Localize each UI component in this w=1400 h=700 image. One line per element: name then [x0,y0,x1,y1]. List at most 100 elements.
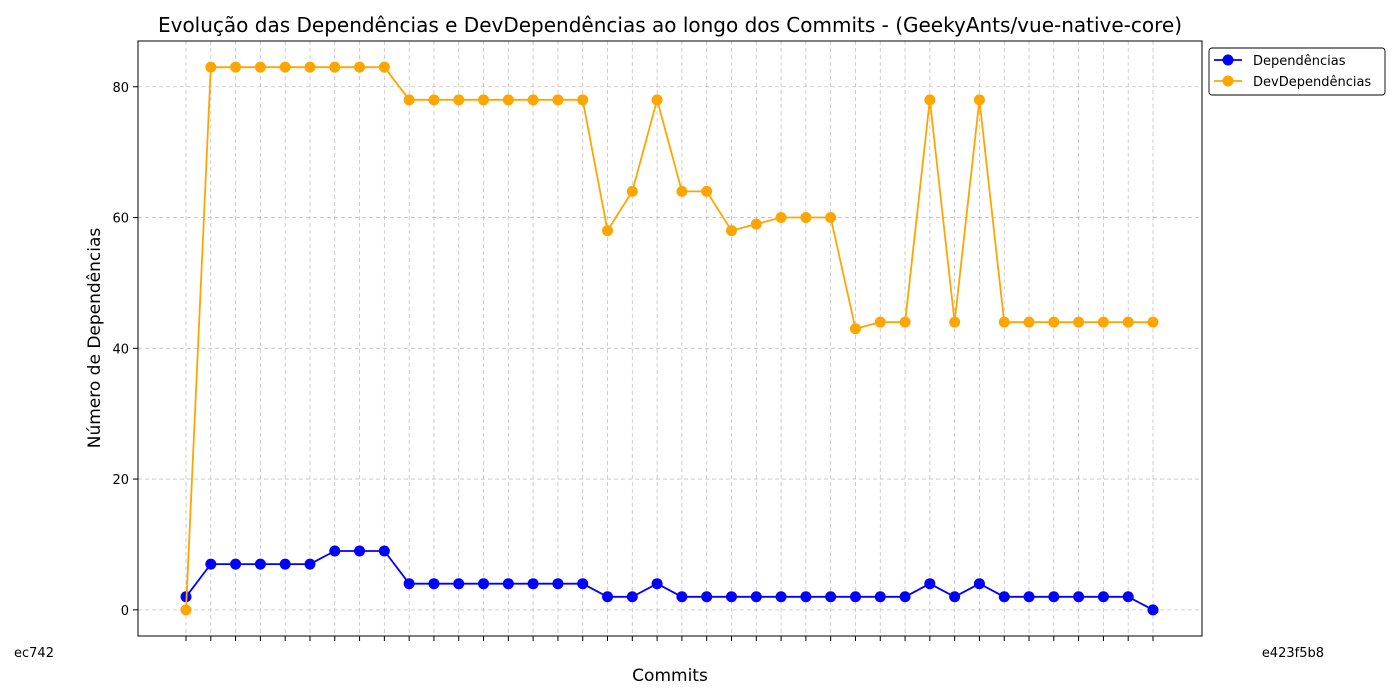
legend-label-devdependencias: DevDependências [1253,75,1371,90]
data-point-dependencias [502,578,514,590]
data-point-devdependencias [279,61,291,73]
data-point-dependencias [725,591,737,603]
data-point-devdependencias [403,94,415,106]
data-point-dependencias [701,591,713,603]
data-point-devdependencias [725,225,737,237]
data-point-devdependencias [1023,316,1035,328]
data-point-dependencias [205,558,217,570]
legend-marker-devdependencias [1222,75,1234,87]
data-point-devdependencias [478,94,490,106]
data-point-dependencias [949,591,961,603]
data-point-devdependencias [849,323,861,335]
data-point-devdependencias [651,94,663,106]
data-point-devdependencias [254,61,266,73]
data-point-devdependencias [701,185,713,197]
y-axis-label: Número de Dependências [85,228,105,449]
data-point-devdependencias [750,218,762,230]
data-point-devdependencias [825,212,837,224]
data-point-devdependencias [1097,316,1109,328]
data-point-dependencias [924,578,936,590]
data-point-dependencias [1097,591,1109,603]
data-point-dependencias [527,578,539,590]
data-point-devdependencias [949,316,961,328]
data-point-dependencias [329,545,341,557]
data-point-dependencias [1122,591,1134,603]
y-tick-label: 80 [112,81,129,96]
data-point-devdependencias [205,61,217,73]
data-point-dependencias [552,578,564,590]
data-point-devdependencias [1147,316,1159,328]
data-point-dependencias [354,545,366,557]
data-point-devdependencias [626,185,638,197]
data-point-dependencias [874,591,886,603]
series-line-devdependencias [185,66,1153,610]
data-point-devdependencias [602,225,614,237]
data-point-dependencias [403,578,415,590]
data-point-dependencias [849,591,861,603]
data-point-dependencias [304,558,316,570]
grid [138,41,1202,636]
y-tick-label: 40 [112,342,129,357]
data-point-dependencias [602,591,614,603]
data-point-devdependencias [230,61,242,73]
data-point-devdependencias [552,94,564,106]
data-point-devdependencias [924,94,936,106]
data-point-devdependencias [1073,316,1085,328]
y-axis-ticks: 0 20 40 60 80 [112,81,138,619]
data-point-dependencias [899,591,911,603]
data-point-devdependencias [973,94,985,106]
data-point-dependencias [230,558,242,570]
data-point-dependencias [750,591,762,603]
data-point-dependencias [1023,591,1035,603]
series-line-dependencias [185,550,1154,611]
data-point-dependencias [825,591,837,603]
data-point-dependencias [453,578,465,590]
data-point-devdependencias [1048,316,1060,328]
data-point-dependencias [651,578,663,590]
data-point-devdependencias [180,604,192,616]
y-tick-label: 0 [121,604,129,619]
data-point-devdependencias [676,185,688,197]
data-point-dependencias [676,591,688,603]
data-point-devdependencias [577,94,589,106]
legend-marker-dependencias [1222,54,1234,66]
data-point-devdependencias [428,94,440,106]
data-point-dependencias [428,578,440,590]
data-point-dependencias [626,591,638,603]
data-point-devdependencias [378,61,390,73]
plot-area-frame [137,40,1203,637]
data-point-dependencias [800,591,812,603]
x-tick-label-first: ec742 [14,646,54,661]
data-point-dependencias [1073,591,1085,603]
legend: Dependências DevDependências [1208,47,1386,96]
data-point-dependencias [254,558,266,570]
data-point-dependencias [378,545,390,557]
data-point-devdependencias [527,94,539,106]
legend-frame [1208,47,1386,96]
x-tick-label-last: e423f5b8 [1262,646,1324,661]
y-tick-label: 20 [112,473,129,488]
data-point-dependencias [775,591,787,603]
data-point-dependencias [998,591,1010,603]
data-point-devdependencias [899,316,911,328]
x-axis-ticks [185,636,1154,641]
chart-title: Evolução das Dependências e DevDependênc… [158,13,1182,37]
data-point-devdependencias [453,94,465,106]
data-point-devdependencias [304,61,316,73]
data-point-dependencias [973,578,985,590]
data-point-dependencias [1147,604,1159,616]
data-point-devdependencias [998,316,1010,328]
data-point-devdependencias [329,61,341,73]
data-point-dependencias [577,578,589,590]
data-point-devdependencias [502,94,514,106]
data-point-dependencias [1048,591,1060,603]
y-tick-label: 60 [112,212,129,227]
x-axis-label: Commits [632,666,708,686]
data-point-devdependencias [1122,316,1134,328]
data-point-devdependencias [775,212,787,224]
data-point-dependencias [279,558,291,570]
data-point-dependencias [478,578,490,590]
series-layer [180,61,1159,616]
data-point-devdependencias [800,212,812,224]
